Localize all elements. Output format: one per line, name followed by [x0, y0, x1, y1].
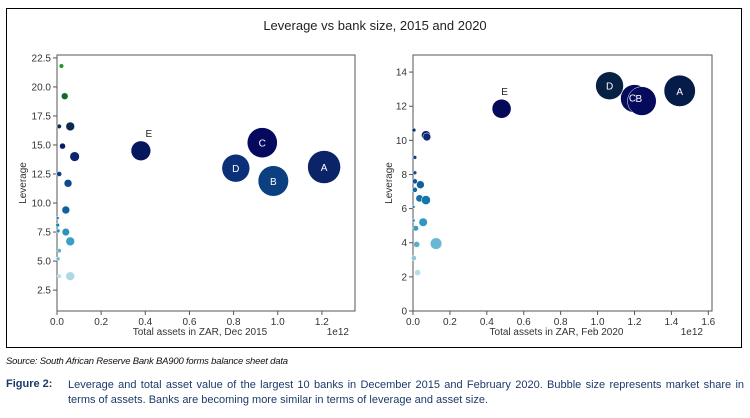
chart-2020-y-axis-label: Leverage [384, 162, 395, 204]
chart-2015-x-offset-label: 1e12 [327, 327, 350, 338]
chart-2020-x-tick-label: 1.0 [591, 317, 605, 328]
chart-2015-bubble [56, 248, 62, 254]
chart-2020-x-tick-label: 0.2 [443, 317, 457, 328]
chart-2015-bubble [65, 121, 75, 132]
chart-2020-y-tick-label: 10 [396, 136, 408, 147]
chart-2015-bubble [55, 256, 61, 261]
chart-2020-y-tick-label: 12 [396, 102, 408, 113]
chart-2015-x-tick-label: 1.0 [271, 317, 285, 328]
chart-2020-bubble-label: B [636, 94, 643, 105]
figure-caption: Leverage and total asset value of the la… [68, 379, 744, 406]
chart-2015-y-tick-label: 17.5 [32, 111, 52, 122]
chart-2015-y-tick-label: 12.5 [32, 170, 52, 181]
chart-2015-bubble-label: A [321, 163, 328, 174]
chart-2020-x-offset-label: 1e12 [681, 327, 704, 338]
chart-2015-bubble-e [130, 140, 151, 161]
chart-2020-bubble [412, 225, 419, 232]
chart-2020-bubble [422, 132, 432, 142]
chart-2015-bubble-label: B [270, 177, 277, 188]
chart-2015-bubble-label: C [259, 139, 266, 150]
chart-2020-y-tick-label: 2 [401, 272, 407, 283]
chart-2015-plot-area [56, 54, 356, 312]
chart-2015-bubble [63, 179, 73, 188]
chart-2020-bubble [416, 180, 425, 189]
chart-2015-bubble [61, 205, 71, 215]
source-note: Source: South African Reserve Bank BA900… [6, 356, 288, 367]
chart-2015-y-tick-label: 7.5 [37, 228, 51, 239]
chart-2020-bubble [430, 237, 443, 250]
chart-2020-x-tick-label: 1.6 [701, 317, 715, 328]
chart-2015-y-tick-label: 5.0 [37, 257, 51, 268]
chart-2020-y-tick-label: 6 [401, 204, 407, 215]
chart-2020-bubble-label: A [676, 87, 683, 98]
chart-2015-y-axis-label: Leverage [18, 162, 29, 204]
chart-2015-bubble [65, 271, 75, 281]
chart-2015-x-axis-label: Total assets in ZAR, Dec 2015 [133, 327, 268, 338]
chart-2020-bubble [412, 178, 418, 185]
chart-2020-bubble [414, 269, 421, 276]
chart-2020-bubble [412, 187, 418, 193]
chart-2015-y-tick-label: 20.0 [32, 82, 52, 93]
chart-2015-y-tick-label: 2.5 [37, 286, 51, 297]
chart-2020-bubble-b [627, 86, 657, 116]
chart-2020-bubble [412, 155, 418, 160]
chart-2015-bubble [55, 228, 61, 234]
chart-2015-bubble [56, 123, 62, 129]
chart-2020-bubble [411, 205, 416, 209]
chart-2015-bubble [56, 273, 62, 279]
chart-2020-y-tick-label: 14 [396, 68, 408, 79]
chart-2015-x-tick-label: 0.0 [50, 317, 64, 328]
chart-2015-bubble [65, 236, 75, 246]
chart-2015-bubble-d [221, 154, 250, 183]
chart-2020-y-tick-label: 0 [401, 307, 407, 318]
chart-2020-x-axis-label: Total assets in ZAR, Feb 2020 [490, 327, 624, 338]
chart-2020-bubble-label: D [606, 82, 613, 93]
chart-2015-y-tick-label: 10.0 [32, 199, 52, 210]
chart-2015-bubble [55, 222, 60, 228]
chart-2015-bubble [61, 92, 69, 100]
chart-2015-bubble [69, 151, 80, 162]
chart-2020-bubble [411, 255, 417, 261]
chart-2020-y-tick-label: 4 [401, 238, 407, 249]
chart-2015-bubble [56, 171, 63, 177]
chart-2015-bubble [58, 63, 64, 69]
figure-label: Figure 2: [6, 378, 53, 390]
chart-2020-y-tick-label: 8 [401, 170, 407, 181]
chart-2015-bubble-a [307, 150, 341, 184]
chart-2015-bubble-label: D [232, 164, 239, 175]
chart-2020-bubble [411, 218, 416, 223]
chart-2020-bubble [421, 195, 431, 205]
chart-2015-bubble-c [246, 127, 278, 158]
chart-2020-x-tick-label: 0.0 [406, 317, 420, 328]
chart-2020-x-tick-label: 1.2 [628, 317, 642, 328]
chart-2020-bubble [411, 127, 417, 133]
chart-2015-bubble [61, 228, 70, 237]
chart-2015-bubble [59, 142, 66, 150]
chart-2020-bubble-d [595, 71, 624, 100]
chart-2020-x-tick-label: 0.8 [554, 317, 568, 328]
chart-2020-bubble-a [663, 74, 696, 107]
chart-2015-x-tick-label: 0.6 [182, 317, 196, 328]
chart-2020-x-tick-label: 1.4 [664, 317, 678, 328]
chart-2015-bubble [55, 216, 60, 220]
chart-title: Leverage vs bank size, 2015 and 2020 [263, 18, 487, 33]
chart-2015-bubble-b [257, 165, 289, 197]
figure-frame [6, 8, 742, 348]
chart-2020-bubble [413, 241, 420, 248]
chart-2015-x-tick-label: 1.2 [315, 317, 329, 328]
chart-2020-x-tick-label: 0.6 [517, 317, 531, 328]
chart-2020-bubble [412, 170, 418, 175]
chart-2020-bubble [418, 217, 428, 227]
chart-2015-y-tick-label: 22.5 [32, 53, 52, 64]
chart-2015-x-tick-label: 0.8 [227, 317, 241, 328]
chart-2020-bubble-label: E [501, 87, 508, 98]
chart-2015-x-tick-label: 0.4 [138, 317, 152, 328]
chart-2020-bubble-e [491, 98, 512, 119]
chart-2015-x-tick-label: 0.2 [94, 317, 108, 328]
chart-2015-y-tick-label: 15.0 [32, 140, 52, 151]
chart-2020-bubble-label: C [629, 94, 636, 105]
chart-2020-x-tick-label: 0.4 [480, 317, 494, 328]
chart-2015-bubble-label: E [146, 129, 153, 140]
